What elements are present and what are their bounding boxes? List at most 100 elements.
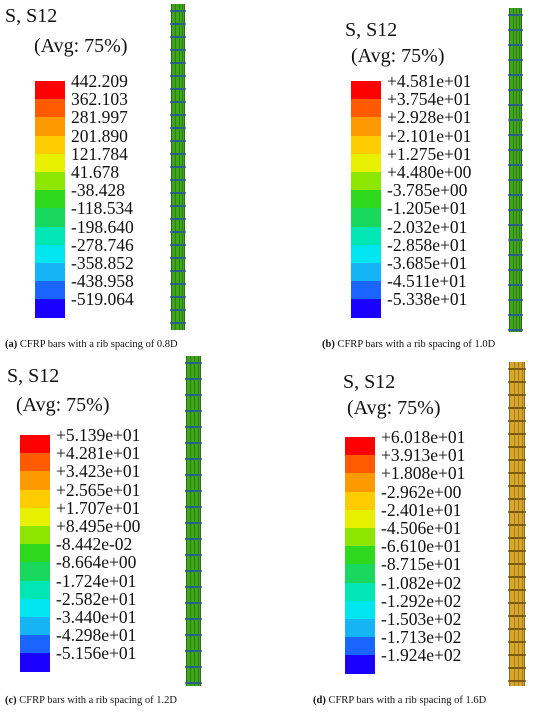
legend-swatch (351, 226, 381, 246)
legend-swatch (20, 580, 50, 600)
legend-swatch (35, 117, 65, 137)
legend-swatch (35, 99, 65, 119)
rib (508, 119, 523, 121)
legend-value: +5.139e+01 (56, 425, 141, 445)
legend-value: -3.440e+01 (56, 607, 137, 627)
legend-swatch (351, 81, 381, 100)
legend-value: +1.707e+01 (56, 497, 141, 518)
legend-value: -6.610e+01 (381, 536, 462, 557)
legend-swatch (351, 153, 381, 173)
legend-value: -1.503e+02 (381, 609, 462, 629)
rib (185, 362, 202, 364)
mesh-line (512, 8, 514, 332)
caption-label: (b) (322, 339, 335, 350)
legend-value: 121.784 (71, 143, 128, 164)
panel-a: S, S12 (Avg: 75%) 442.209 362.103 281.997 2… (0, 0, 275, 356)
legend-swatch (35, 153, 65, 173)
rib (508, 314, 523, 316)
rib (508, 254, 523, 256)
rib (508, 104, 523, 106)
rib (170, 36, 186, 38)
color-legend: +5.139e+01 +4.281e+01 +3.423e+01 +2.565e+01… (20, 426, 200, 686)
legend-value: -2.401e+01 (381, 499, 462, 520)
rib (508, 641, 526, 643)
caption-label: (c) (5, 695, 17, 706)
mesh-line (190, 356, 192, 686)
legend-value: -8.715e+01 (381, 554, 462, 575)
legend-value: 201.890 (71, 125, 128, 146)
legend-value: -3.785e+00 (387, 180, 468, 201)
rib (170, 114, 186, 116)
legend-swatch (345, 582, 375, 602)
color-legend: +6.018e+01 +3.913e+01 +1.808e+01 -2.962e+00… (345, 428, 525, 688)
rib (185, 650, 202, 652)
legend-swatch (20, 507, 50, 527)
legend-value: -198.640 (71, 216, 134, 237)
legend-swatch (345, 473, 375, 493)
legend-swatch (35, 208, 65, 228)
legend-value: -5.338e+01 (387, 289, 468, 310)
legend-swatch (35, 135, 65, 155)
caption: (d) CFRP bars with a rib spacing of 1.6D (313, 695, 486, 707)
legend-value: +2.101e+01 (387, 125, 472, 146)
rib (170, 283, 186, 285)
legend-subtitle: (Avg: 75%) (16, 394, 110, 416)
legend-swatch (35, 263, 65, 282)
cfrp-bar (185, 356, 202, 686)
legend-swatch (20, 471, 50, 491)
rib (170, 49, 186, 51)
legend-swatch (345, 619, 375, 638)
legend-value: 41.678 (71, 162, 120, 182)
rib (185, 458, 202, 460)
rib (508, 29, 523, 31)
rib (170, 205, 186, 207)
rib (170, 322, 186, 324)
legend-value: -519.064 (71, 289, 134, 310)
legend-swatch (35, 172, 65, 191)
caption-text: CFRP bars with a rib spacing of 0.8D (17, 339, 178, 350)
rib (170, 257, 186, 259)
rib (508, 667, 526, 669)
rib (508, 394, 526, 396)
rib (508, 615, 526, 617)
legend-swatch (351, 99, 381, 119)
legend-swatch (20, 489, 50, 509)
rib (170, 10, 186, 12)
rib (508, 446, 526, 448)
rib (508, 149, 523, 151)
legend-swatch (35, 244, 65, 264)
caption: (a) CFRP bars with a rib spacing of 0.8D (5, 339, 178, 351)
rib (185, 554, 202, 556)
rib (170, 231, 186, 233)
cfrp-bar (508, 8, 523, 332)
rib (508, 602, 526, 604)
rib (185, 634, 202, 636)
caption-label: (d) (313, 695, 326, 706)
rib (185, 378, 202, 380)
rib (185, 442, 202, 444)
rib (508, 654, 526, 656)
rib (508, 628, 526, 630)
legend-swatch (345, 491, 375, 511)
caption-text: CFRP bars with a rib spacing of 1.2D (16, 695, 177, 706)
legend-value: +6.018e+01 (381, 427, 466, 447)
legend-swatch (20, 635, 50, 655)
rib (185, 602, 202, 604)
rib (508, 511, 526, 513)
rib (170, 75, 186, 77)
rib (170, 192, 186, 194)
legend-value: -358.852 (71, 253, 134, 273)
legend-value: +4.581e+01 (387, 71, 472, 91)
rib (508, 550, 526, 552)
legend-swatch (351, 172, 381, 191)
legend-swatch (345, 455, 375, 475)
legend-swatch (35, 281, 65, 301)
rib (508, 589, 526, 591)
legend-swatch (351, 208, 381, 228)
rib (508, 179, 523, 181)
rib (508, 524, 526, 526)
rib (170, 101, 186, 103)
legend-swatch (351, 299, 381, 319)
rib (508, 74, 523, 76)
legend-value: -4.506e+01 (381, 518, 462, 538)
